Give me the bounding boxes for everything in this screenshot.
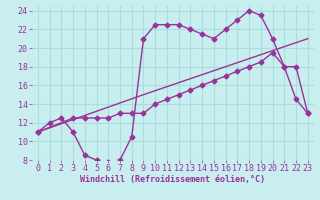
X-axis label: Windchill (Refroidissement éolien,°C): Windchill (Refroidissement éolien,°C) bbox=[80, 175, 265, 184]
